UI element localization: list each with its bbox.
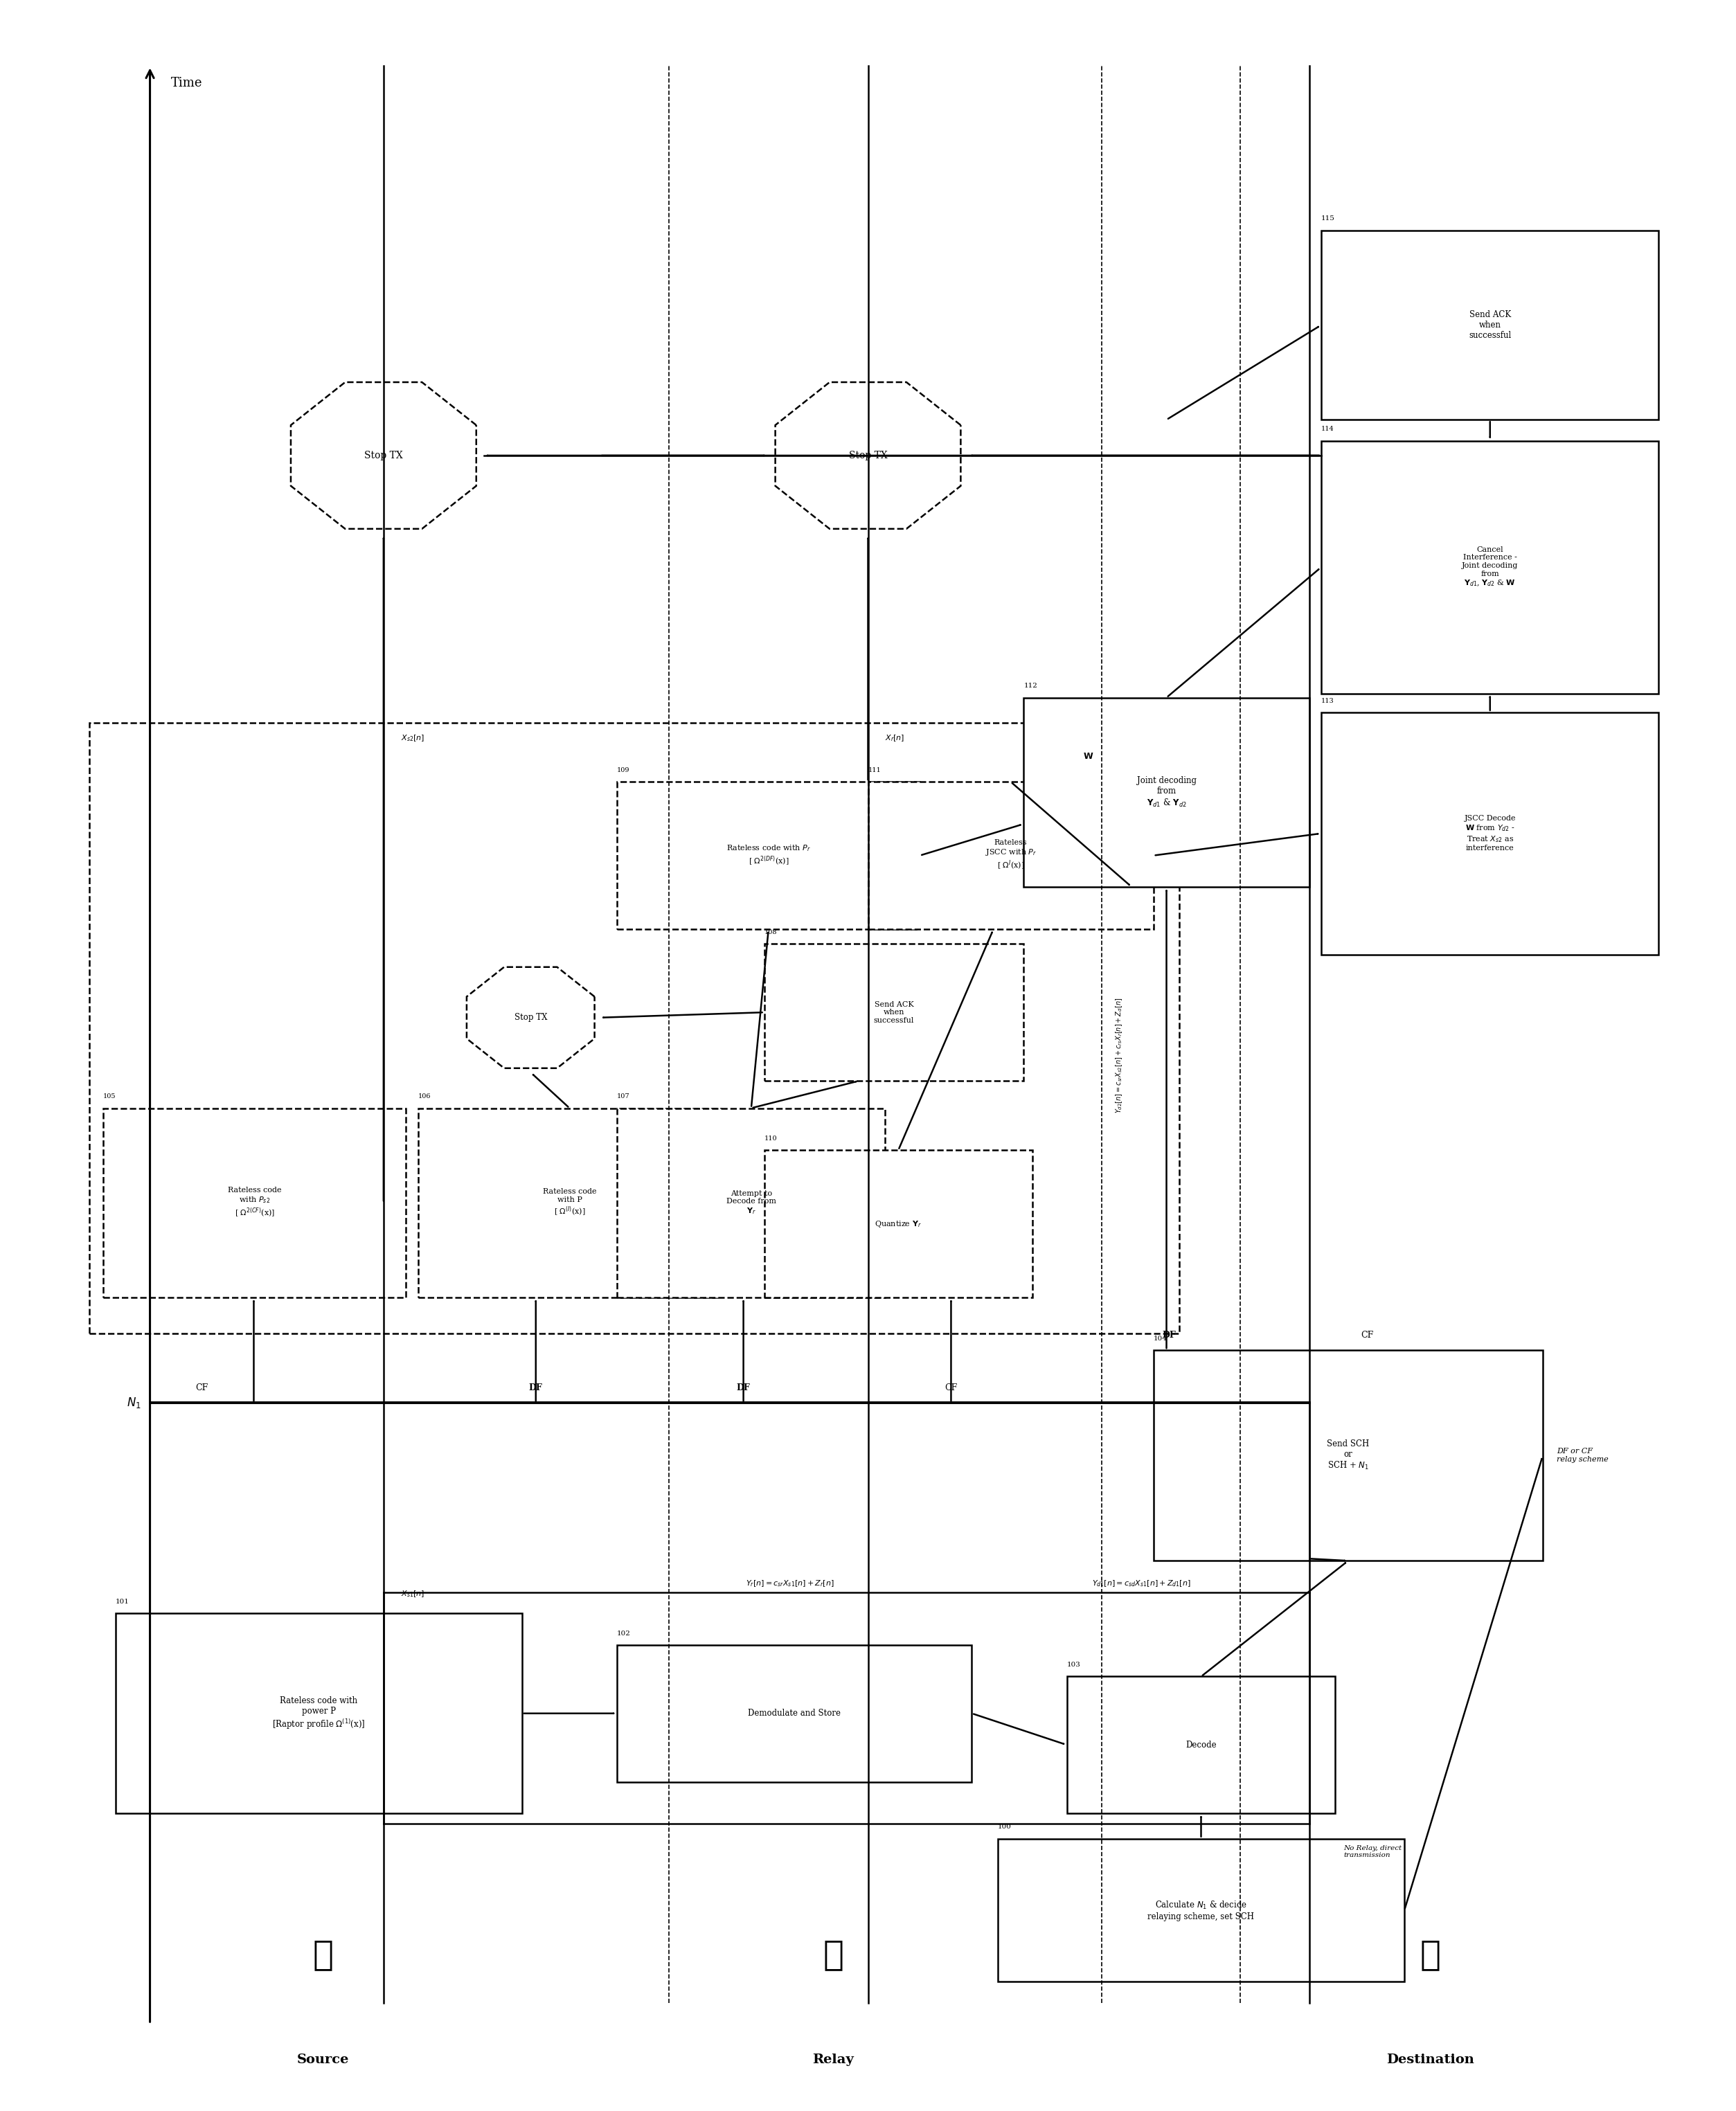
Text: Rateless code with $P_r$
[ $\Omega^{2(DF)}$(x)]: Rateless code with $P_r$ [ $\Omega^{2(DF… <box>726 844 811 868</box>
Text: Stop TX: Stop TX <box>514 1013 547 1022</box>
Polygon shape <box>292 382 476 530</box>
Text: 108: 108 <box>764 929 778 935</box>
FancyBboxPatch shape <box>998 1839 1404 1982</box>
Text: Attempt to
Decode from
$\mathbf{Y}_r$: Attempt to Decode from $\mathbf{Y}_r$ <box>726 1191 776 1216</box>
Text: DF: DF <box>736 1383 750 1393</box>
FancyBboxPatch shape <box>102 1108 406 1298</box>
Text: $Y_{d1}[n] = c_{sd}X_{s1}[n] + Z_{d1}[n]$: $Y_{d1}[n] = c_{sd}X_{s1}[n] + Z_{d1}[n]… <box>1092 1579 1191 1587</box>
Text: $X_{s2}[n]$: $X_{s2}[n]$ <box>401 733 425 743</box>
Text: DF or CF
relay scheme: DF or CF relay scheme <box>1557 1448 1608 1463</box>
Text: Send ACK
when
successful: Send ACK when successful <box>873 1001 915 1024</box>
FancyBboxPatch shape <box>115 1613 523 1813</box>
Text: Calculate $N_1$ & decide
relaying scheme, set SCH: Calculate $N_1$ & decide relaying scheme… <box>1147 1900 1255 1921</box>
FancyBboxPatch shape <box>764 1150 1033 1298</box>
Text: 114: 114 <box>1321 426 1335 433</box>
Text: 107: 107 <box>616 1093 630 1100</box>
Text: $N_1$: $N_1$ <box>127 1395 141 1410</box>
Text: Cancel
Interference -
Joint decoding
from
$\mathbf{Y}_{d1}$, $\mathbf{Y}_{d2}$ &: Cancel Interference - Joint decoding fro… <box>1462 547 1519 589</box>
Polygon shape <box>467 967 594 1068</box>
FancyBboxPatch shape <box>764 944 1024 1081</box>
Text: 113: 113 <box>1321 699 1335 703</box>
FancyBboxPatch shape <box>1321 711 1658 954</box>
Text: Stop TX: Stop TX <box>365 450 403 460</box>
Text: Relay: Relay <box>812 2054 854 2067</box>
Text: Time: Time <box>170 76 201 89</box>
Text: Stop TX: Stop TX <box>849 450 887 460</box>
Text: 109: 109 <box>616 766 630 773</box>
Text: Send ACK
when
successful: Send ACK when successful <box>1469 310 1512 340</box>
Text: CF: CF <box>944 1383 957 1393</box>
FancyBboxPatch shape <box>868 781 1153 929</box>
Text: Rateless code
with $P_{s2}$
[ $\Omega^{2(CF)}$(x)]: Rateless code with $P_{s2}$ [ $\Omega^{2… <box>227 1186 281 1218</box>
Polygon shape <box>776 382 960 530</box>
Text: No Relay, direct
transmission: No Relay, direct transmission <box>1344 1845 1403 1858</box>
Text: Rateless code with
power P
[Raptor profile $\Omega^{(1)}$(x)]: Rateless code with power P [Raptor profi… <box>273 1695 365 1731</box>
Text: Demodulate and Store: Demodulate and Store <box>748 1710 840 1718</box>
FancyBboxPatch shape <box>616 1108 885 1298</box>
Text: 101: 101 <box>115 1598 128 1604</box>
Text: $Y_r[n] = c_{sr}X_{s1}[n] + Z_r[n]$: $Y_r[n] = c_{sr}X_{s1}[n] + Z_r[n]$ <box>746 1579 835 1587</box>
Text: $\mathbf{W}$: $\mathbf{W}$ <box>1083 752 1094 760</box>
Text: DF: DF <box>1161 1330 1175 1340</box>
Text: Quantize $\mathbf{Y}_r$: Quantize $\mathbf{Y}_r$ <box>875 1218 922 1229</box>
FancyBboxPatch shape <box>1024 697 1309 887</box>
Text: DF: DF <box>529 1383 543 1393</box>
FancyBboxPatch shape <box>616 781 920 929</box>
Text: CF: CF <box>196 1383 208 1393</box>
Text: Decode: Decode <box>1186 1739 1217 1750</box>
FancyBboxPatch shape <box>1153 1351 1543 1560</box>
Text: 115: 115 <box>1321 215 1335 222</box>
Text: 111: 111 <box>868 766 880 773</box>
Text: Rateless
JSCC with $P_r$
[ $\Omega^{I}$(x)]: Rateless JSCC with $P_r$ [ $\Omega^{I}$(… <box>984 840 1036 872</box>
Text: $X_{s1}[n]$: $X_{s1}[n]$ <box>401 1590 425 1598</box>
FancyBboxPatch shape <box>1068 1676 1335 1813</box>
Text: 100: 100 <box>998 1824 1012 1830</box>
Text: Destination: Destination <box>1387 2054 1474 2067</box>
FancyBboxPatch shape <box>1321 441 1658 692</box>
Text: $Y_{d2}[n]=c_{sr}X_{s2}[n]+c_{rs}X_r[n]+Z_d[n]$: $Y_{d2}[n]=c_{sr}X_{s2}[n]+c_{rs}X_r[n]+… <box>1115 999 1123 1112</box>
Text: 104: 104 <box>1153 1336 1167 1343</box>
Text: 106: 106 <box>418 1093 431 1100</box>
Text: 📶: 📶 <box>1420 1938 1441 1972</box>
Text: JSCC Decode
$\mathbf{W}$ from $Y_{d2}$ -
Treat $X_{s2}$ as
interference: JSCC Decode $\mathbf{W}$ from $Y_{d2}$ -… <box>1463 815 1516 853</box>
Text: 📡: 📡 <box>823 1938 844 1972</box>
Text: Source: Source <box>297 2054 349 2067</box>
FancyBboxPatch shape <box>418 1108 720 1298</box>
Text: CF: CF <box>1361 1330 1373 1340</box>
Text: 112: 112 <box>1024 684 1038 688</box>
Text: Joint decoding
from
$\mathbf{Y}_{d1}$ & $\mathbf{Y}_{d2}$: Joint decoding from $\mathbf{Y}_{d1}$ & … <box>1137 777 1196 809</box>
Text: 📱: 📱 <box>312 1938 333 1972</box>
Text: 102: 102 <box>616 1630 630 1636</box>
Text: Send SCH
or
SCH + $N_1$: Send SCH or SCH + $N_1$ <box>1326 1440 1370 1471</box>
FancyBboxPatch shape <box>616 1644 972 1782</box>
Text: $X_r[n]$: $X_r[n]$ <box>885 733 904 743</box>
Text: 105: 105 <box>102 1093 116 1100</box>
Text: 103: 103 <box>1068 1661 1082 1668</box>
Text: Rateless code
with P
[ $\Omega^{(I)}$(x)]: Rateless code with P [ $\Omega^{(I)}$(x)… <box>543 1188 597 1218</box>
Text: 110: 110 <box>764 1136 778 1142</box>
FancyBboxPatch shape <box>1321 230 1658 420</box>
